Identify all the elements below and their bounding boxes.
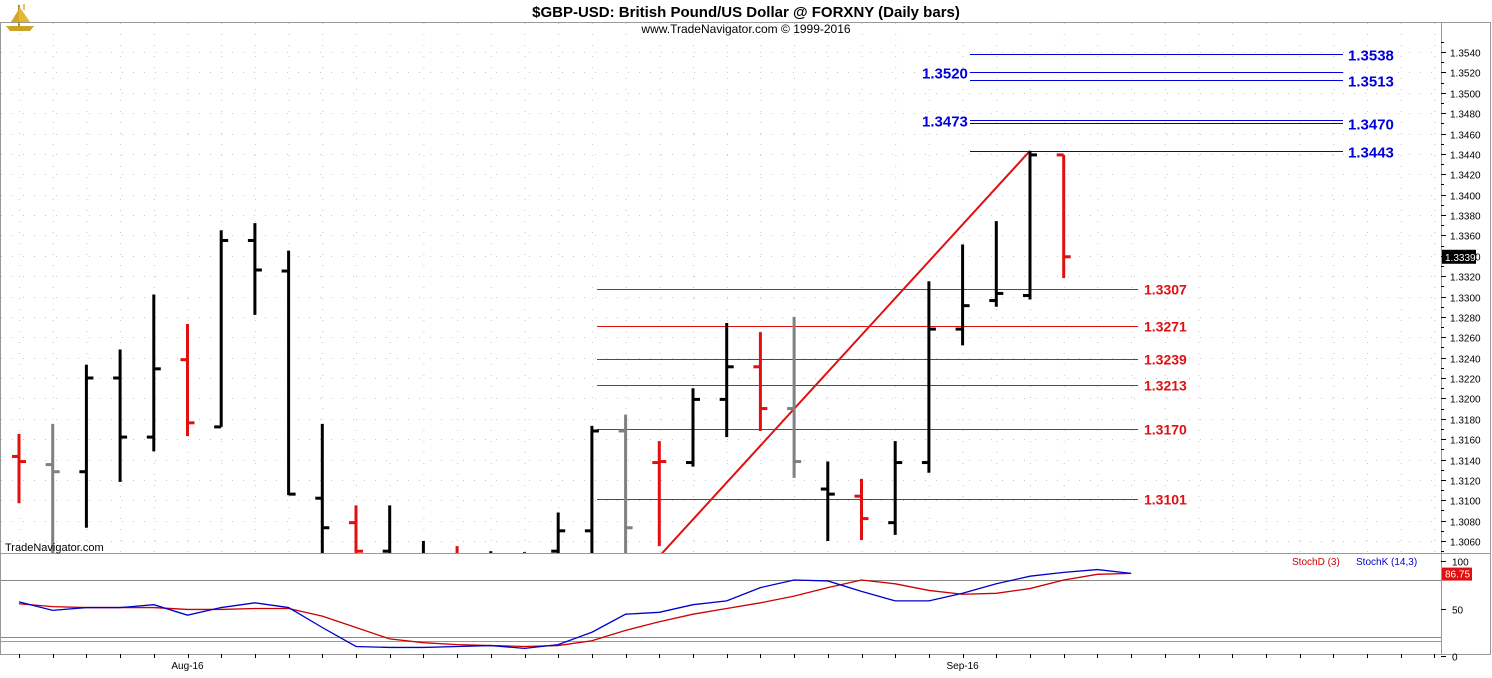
fib-retracement-label: 1.3213 — [1144, 378, 1187, 394]
price-tick-label: 1.3060 — [1450, 538, 1481, 549]
price-tick-label: 1.3520 — [1450, 69, 1481, 80]
ohlc-bar — [382, 505, 392, 553]
ohlc-bar — [618, 414, 633, 553]
stoch-tick-label: 50 — [1452, 606, 1464, 617]
sailing-ship-icon — [6, 4, 34, 31]
fib-extension-label: 1.3473 — [922, 114, 968, 131]
fib-retracement-label: 1.3271 — [1144, 319, 1187, 335]
ohlc-bar — [652, 441, 667, 547]
price-bars — [12, 150, 1071, 553]
ohlc-bar — [349, 505, 363, 553]
stoch-tick-label: 0 — [1452, 653, 1458, 664]
watermark: TradeNavigator.com — [5, 542, 104, 554]
price-tick-label: 1.3140 — [1450, 457, 1481, 468]
fib-retracement-label: 1.3307 — [1144, 282, 1187, 298]
stoch-tick-label: 100 — [1452, 558, 1469, 569]
last-price-label: 1.3339 — [1445, 253, 1476, 264]
price-tick-label: 1.3320 — [1450, 273, 1481, 284]
ohlc-bar — [787, 316, 802, 478]
price-tick-label: 1.3420 — [1450, 171, 1481, 182]
stoch-last-label: 86.75 — [1445, 570, 1470, 581]
ohlc-bar — [753, 332, 768, 431]
fib-extension-label: 1.3520 — [922, 66, 968, 83]
ohlc-bar — [79, 364, 94, 528]
chart-title: $GBP-USD: British Pound/US Dollar @ FORX… — [532, 4, 960, 21]
ohlc-bar — [854, 478, 869, 540]
fib-extension-label: 1.3443 — [1348, 145, 1394, 162]
ohlc-bar — [281, 250, 296, 496]
trendline — [660, 150, 1031, 553]
price-tick-label: 1.3480 — [1450, 110, 1481, 121]
date-axis: Aug-16 Sep-16 — [19, 654, 1435, 672]
date-label: Aug-16 — [171, 661, 204, 672]
fib-retracement-label: 1.3101 — [1144, 492, 1187, 508]
ohlc-bar — [12, 434, 26, 504]
fib-extension-label: 1.3470 — [1348, 117, 1394, 134]
price-tick-label: 1.3280 — [1450, 314, 1481, 325]
price-tick-label: 1.3400 — [1450, 192, 1481, 203]
price-tick-label: 1.3220 — [1450, 375, 1481, 386]
ohlc-bar — [989, 221, 1004, 307]
ohlc-bar — [489, 551, 493, 553]
chart-subtitle: www.TradeNavigator.com © 1999-2016 — [640, 22, 850, 36]
ohlc-bar — [686, 388, 700, 467]
ohlc-bar — [146, 294, 161, 452]
price-tick-label: 1.3080 — [1450, 518, 1481, 529]
price-axis: 1.3060 1.3080 1.3100 1.3120 1.3140 1.3160 1.31… — [1441, 42, 1481, 552]
price-tick-label: 1.3100 — [1450, 497, 1481, 508]
price-tick-label: 1.3300 — [1450, 294, 1481, 305]
fib-retracement-label: 1.3170 — [1144, 422, 1187, 438]
ohlc-bar — [921, 281, 936, 473]
ohlc-bar — [955, 244, 970, 346]
ohlc-bar — [455, 546, 459, 553]
ohlc-bar — [247, 223, 262, 315]
ohlc-bar — [888, 441, 903, 535]
ohlc-bar — [214, 230, 229, 429]
last-price-marker — [1442, 249, 1476, 264]
stochd-line — [18, 572, 1132, 648]
fib-retracement-label: 1.3239 — [1144, 352, 1187, 368]
price-tick-label: 1.3200 — [1450, 395, 1481, 406]
ohlc-bar — [523, 552, 526, 553]
fibonacci-levels: 1.3538 1.3520 1.3513 1.3473 1.3470 1.3443 1.33… — [597, 48, 1394, 553]
ohlc-bar — [551, 512, 566, 553]
price-tick-label: 1.3460 — [1450, 131, 1481, 142]
chart-frame — [0, 22, 1442, 655]
ohlc-bar — [113, 349, 128, 482]
stochk-line — [18, 568, 1132, 650]
stochd-legend: StochD (3) — [1292, 557, 1340, 568]
price-tick-label: 1.3360 — [1450, 232, 1481, 243]
price-tick-label: 1.3240 — [1450, 355, 1481, 366]
ohlc-bar — [45, 423, 60, 553]
fib-extension-label: 1.3513 — [1348, 74, 1394, 91]
ohlc-bar — [1023, 150, 1037, 300]
ohlc-bar — [584, 425, 599, 553]
price-tick-label: 1.3160 — [1450, 436, 1481, 447]
stoch-last-marker — [1442, 567, 1472, 581]
grid — [1, 23, 1441, 553]
price-tick-label: 1.3380 — [1450, 212, 1481, 223]
ohlc-bar — [1056, 153, 1071, 279]
price-tick-label: 1.3540 — [1450, 49, 1481, 60]
ohlc-bar — [719, 322, 734, 438]
price-tick-label: 1.3180 — [1450, 416, 1481, 427]
ohlc-bar — [315, 423, 330, 553]
price-axis-frame — [1441, 22, 1491, 655]
price-tick-label: 1.3500 — [1450, 90, 1481, 101]
price-tick-label: 1.3440 — [1450, 151, 1481, 162]
date-label: Sep-16 — [946, 661, 979, 672]
ohlc-bar — [180, 324, 195, 437]
stochk-legend: StochK (14,3) — [1356, 557, 1417, 568]
price-tick-label: 1.3260 — [1450, 334, 1481, 345]
price-tick-label: 1.3120 — [1450, 477, 1481, 488]
ohlc-bar — [820, 461, 835, 541]
stochastic-pane: StochD (3) StochK (14,3) 100 50 0 86.75 — [1, 557, 1472, 664]
ohlc-bar — [421, 541, 425, 553]
fib-extension-label: 1.3538 — [1348, 48, 1394, 65]
